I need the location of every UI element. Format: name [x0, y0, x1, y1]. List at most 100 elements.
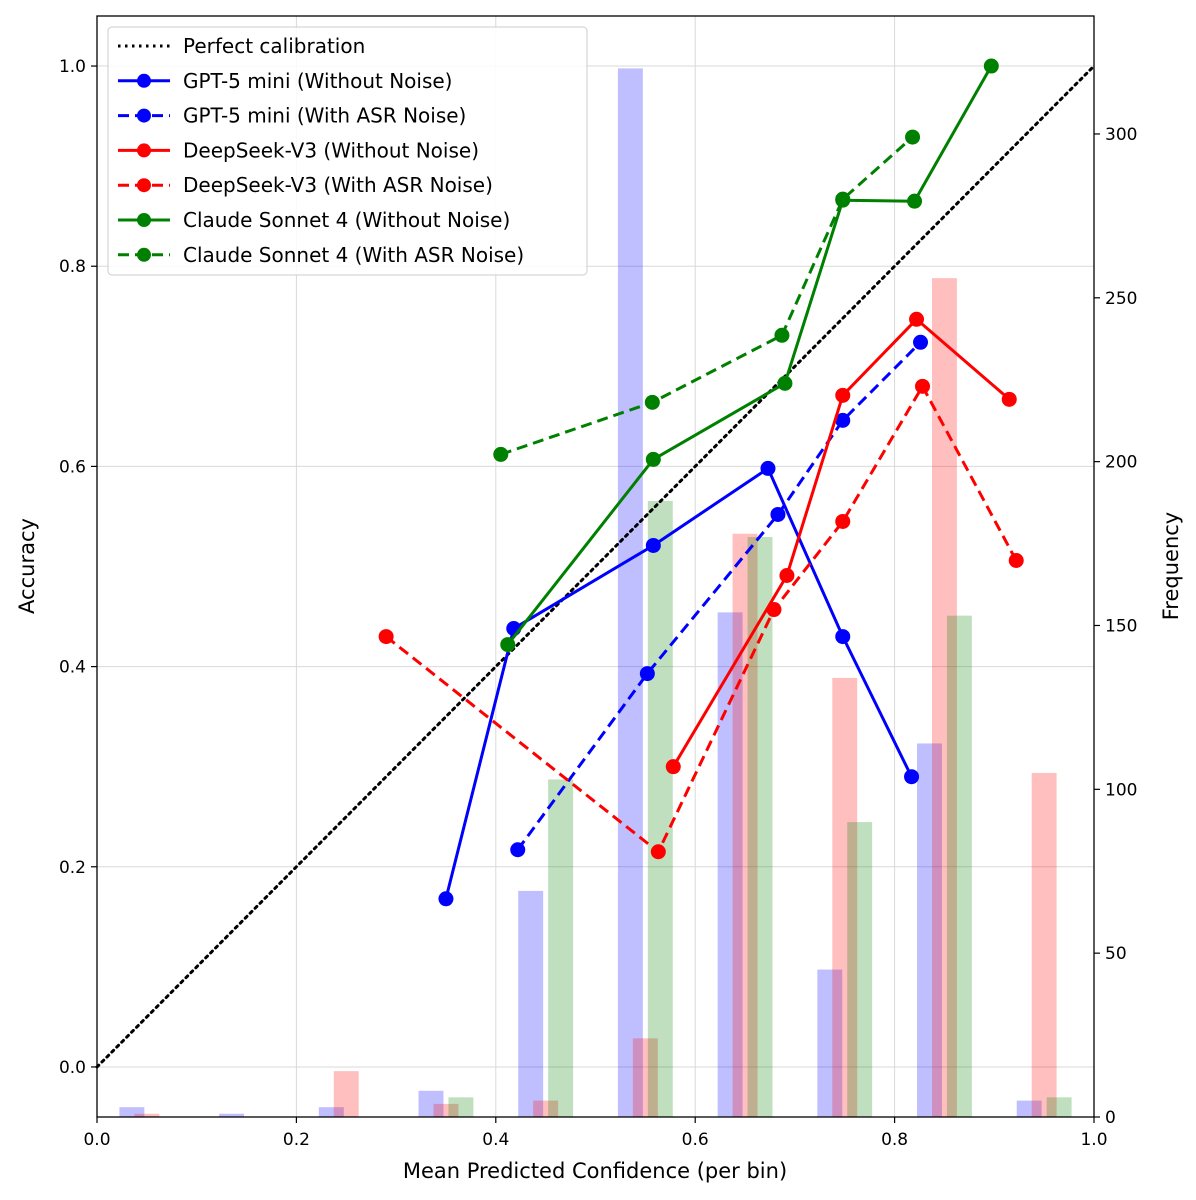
y2-tick-label: 200	[1105, 453, 1137, 473]
histogram-bar	[1046, 1097, 1072, 1117]
y2-tick-label: 150	[1105, 616, 1137, 636]
histogram-bar	[847, 822, 873, 1117]
data-point	[907, 193, 923, 209]
legend-entry: DeepSeek-V3 (With ASR Noise)	[118, 173, 493, 197]
y-tick-label: 0.0	[59, 1058, 86, 1078]
data-point	[760, 460, 776, 476]
y2-tick-label: 100	[1105, 780, 1137, 800]
series-deepseek-v3-without-noise	[665, 311, 1017, 775]
histogram-bar	[931, 278, 957, 1118]
histogram-bar	[119, 1107, 145, 1117]
histogram-bar	[617, 68, 643, 1117]
y2-tick-label: 250	[1105, 289, 1137, 309]
histogram-bar	[518, 890, 544, 1117]
legend-entry: GPT-5 mini (With ASR Noise)	[118, 104, 466, 128]
series-deepseek-v3-with-asr-noise	[378, 378, 1024, 860]
data-point	[835, 387, 851, 403]
perfect-calibration-line	[95, 64, 1096, 1069]
data-point	[909, 311, 925, 327]
legend-swatch-marker	[137, 73, 151, 88]
data-point	[378, 629, 394, 645]
histogram-bar	[219, 1113, 245, 1117]
data-point	[665, 759, 681, 775]
series-line	[444, 466, 913, 900]
legend-entry: Claude Sonnet 4 (Without Noise)	[118, 208, 510, 232]
data-point	[1001, 391, 1017, 407]
series-gpt-5-mini-without-noise	[438, 460, 920, 907]
histogram-bar	[917, 743, 942, 1117]
x-tick-label: 0.6	[682, 1130, 709, 1150]
legend-label: GPT-5 mini (Without Noise)	[183, 69, 452, 93]
x-tick-label: 0.2	[283, 1130, 310, 1150]
legend-label: Perfect calibration	[183, 34, 365, 58]
y2-tick-label: 300	[1105, 125, 1137, 145]
legend-label: DeepSeek-V3 (With ASR Noise)	[183, 173, 493, 197]
histogram-bar	[717, 612, 743, 1117]
histogram-bar	[817, 969, 843, 1117]
frequency-histogram	[119, 68, 1072, 1118]
data-point	[645, 451, 661, 467]
x-tick-label: 0.0	[83, 1130, 110, 1150]
histogram-bar	[946, 615, 972, 1117]
histogram-bar	[632, 1038, 658, 1117]
histogram-bar	[832, 677, 858, 1117]
y-tick-label: 1.0	[59, 57, 86, 77]
x-tick-label: 1.0	[1080, 1130, 1107, 1150]
legend-label: GPT-5 mini (With ASR Noise)	[183, 104, 466, 128]
data-point	[835, 191, 851, 207]
x-tick-label: 0.8	[881, 1130, 908, 1150]
plot-frame	[96, 15, 1095, 1118]
data-point	[835, 513, 851, 529]
legend-label: Claude Sonnet 4 (With ASR Noise)	[183, 243, 524, 267]
series-line	[516, 341, 922, 851]
data-point	[905, 129, 921, 145]
data-point	[639, 666, 655, 682]
data-point	[500, 637, 516, 653]
y-axis-ticks: 0.0 0.2 0.4 0.6 0.8 1.0	[59, 57, 97, 1078]
histogram-bar	[418, 1090, 444, 1117]
legend-swatch-marker	[137, 143, 151, 158]
legend-label: DeepSeek-V3 (Without Noise)	[183, 138, 479, 162]
data-point	[1008, 552, 1024, 568]
legend-swatch-marker	[137, 108, 151, 123]
histogram-bar	[533, 1100, 559, 1117]
legend: Perfect calibration GPT-5 mini (Without N…	[107, 26, 588, 276]
histogram-bar	[318, 1107, 344, 1117]
x-axis-title: Mean Predicted Confidence (per bin)	[403, 1159, 787, 1183]
data-point	[438, 891, 454, 907]
y-tick-label: 0.6	[59, 457, 86, 477]
series-gpt-5-mini-with-asr-noise	[510, 334, 929, 858]
legend-swatch-marker	[137, 178, 151, 193]
data-point	[904, 769, 920, 785]
series-claude-sonnet-4-with-asr-noise	[493, 129, 921, 462]
data-point	[645, 537, 661, 553]
legend-entry: Claude Sonnet 4 (With ASR Noise)	[118, 243, 524, 267]
data-point	[493, 446, 509, 462]
legend-label: Claude Sonnet 4 (Without Noise)	[183, 208, 510, 232]
series-line	[385, 384, 1018, 854]
legend-swatch-marker	[137, 247, 151, 262]
perfect-calibration-reference	[95, 64, 1096, 1069]
histogram-bar	[433, 1103, 459, 1117]
legend-box	[107, 26, 588, 276]
x-axis-ticks: 0.0 0.2 0.4 0.6 0.8 1.0	[83, 1117, 1108, 1150]
y-tick-label: 0.8	[59, 257, 86, 277]
histogram-bar	[1016, 1100, 1042, 1117]
data-point	[915, 378, 931, 394]
y2-tick-label: 0	[1105, 1108, 1116, 1128]
histogram-bar	[333, 1071, 359, 1117]
y2-tick-label: 50	[1105, 944, 1127, 964]
histogram-bar	[548, 779, 574, 1117]
data-point	[913, 334, 929, 350]
histogram-bar	[448, 1097, 474, 1117]
data-point	[644, 394, 660, 410]
data-point	[650, 844, 666, 860]
histogram-bar	[134, 1113, 160, 1117]
y-tick-label: 0.4	[59, 658, 86, 678]
data-point	[983, 58, 999, 74]
legend-entry: Perfect calibration	[118, 34, 365, 58]
legend-swatch-marker	[137, 213, 151, 227]
data-point	[766, 602, 782, 618]
data-point	[779, 568, 795, 584]
